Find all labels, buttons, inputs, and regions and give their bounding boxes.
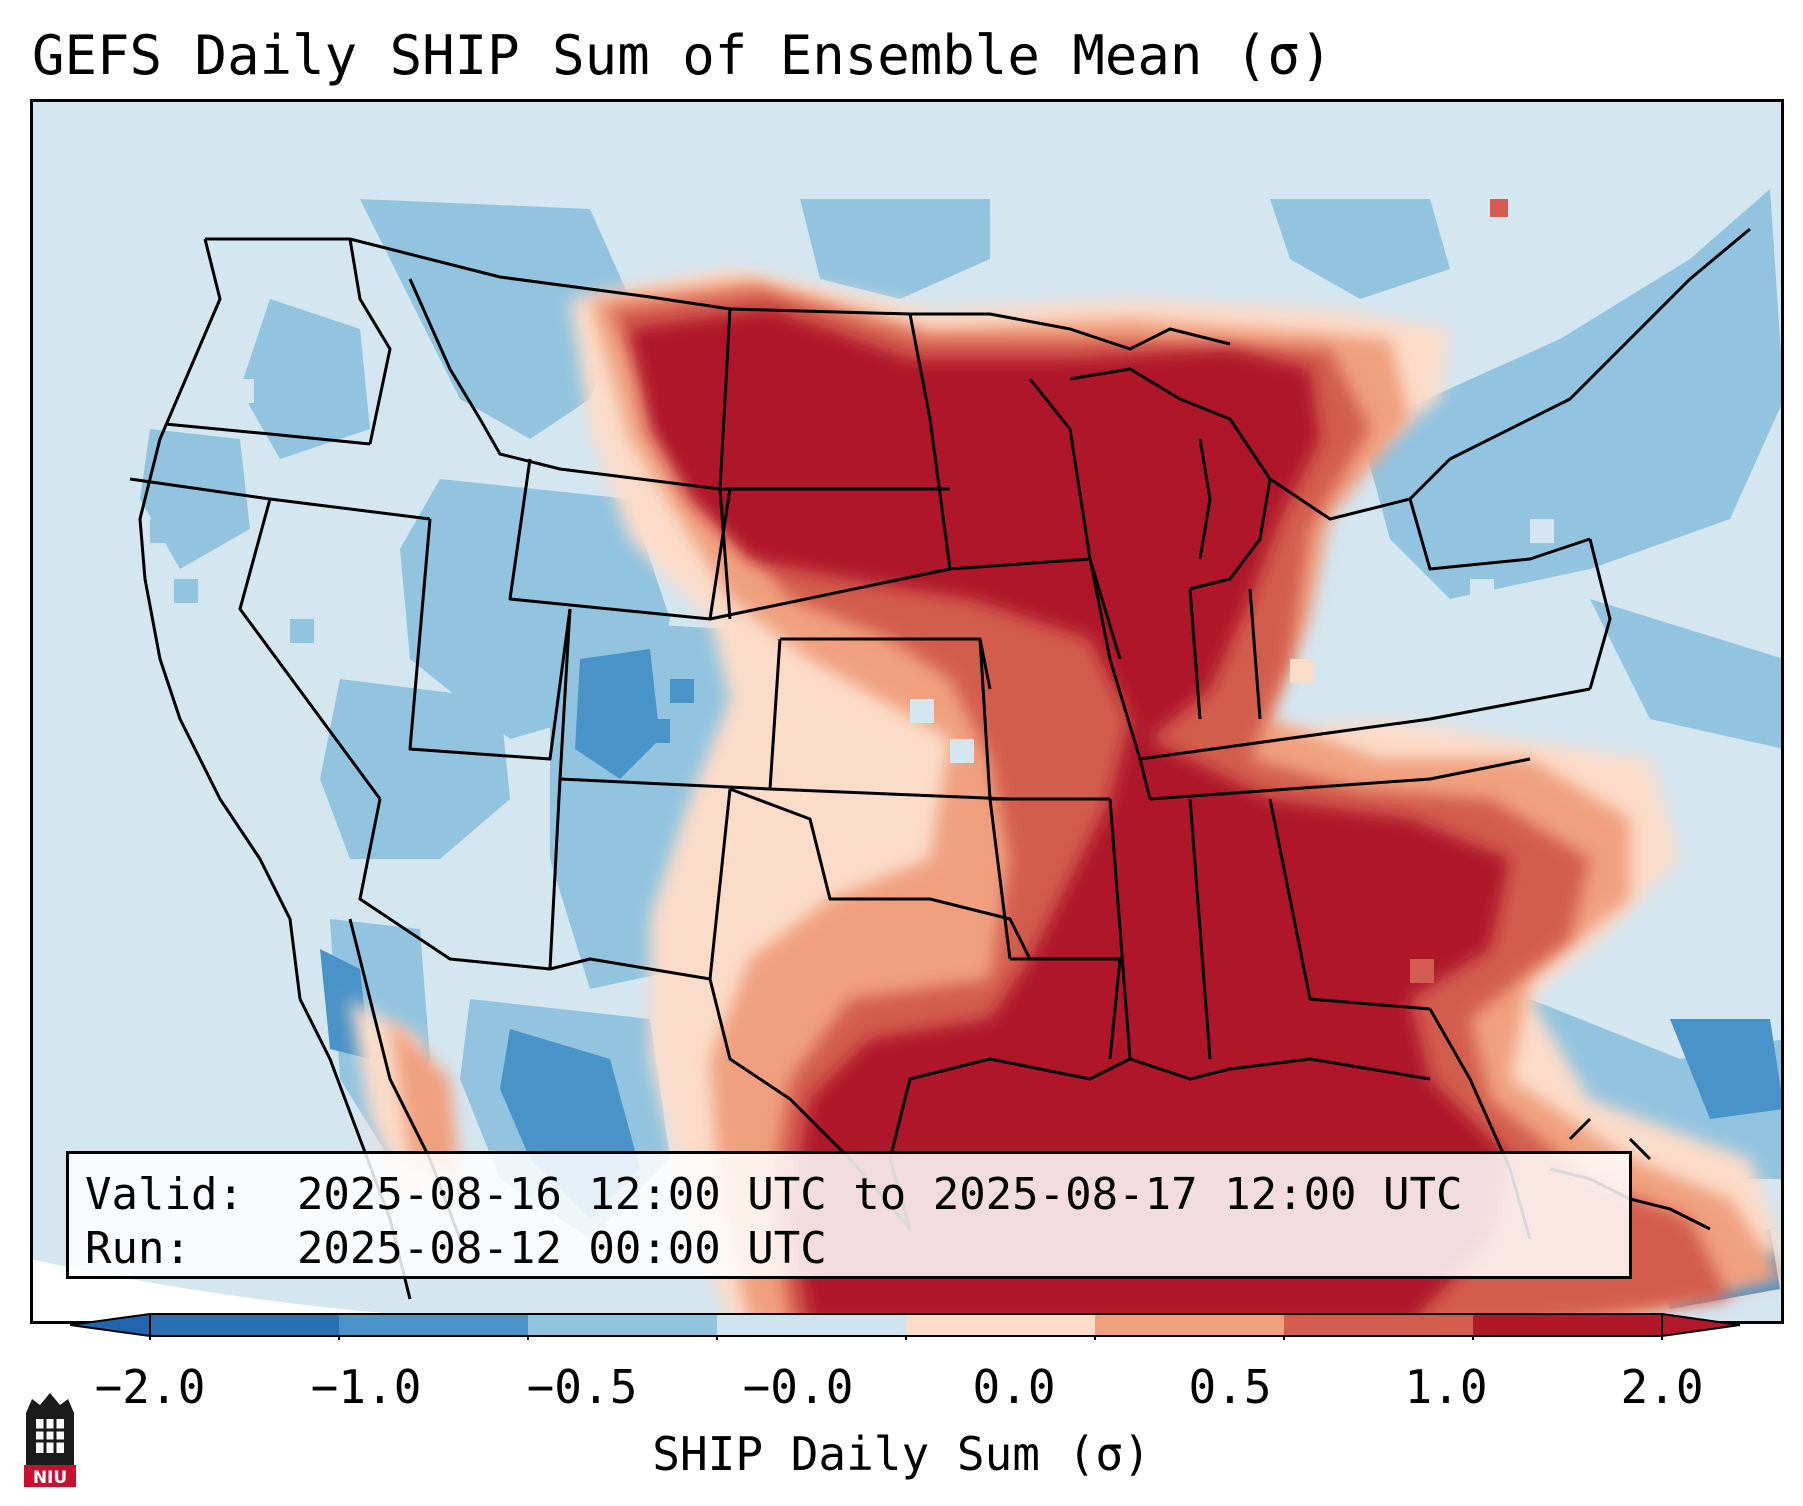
colorbar-bin <box>150 1314 340 1336</box>
state-borders <box>129 227 1751 1300</box>
colorbar-tick-label: 0.0 <box>972 1360 1056 1414</box>
colorbar-bin <box>528 1314 718 1336</box>
run-label: Run: <box>85 1223 191 1274</box>
colorbar-bin <box>717 1314 907 1336</box>
colorbar-tick-label: −0.5 <box>526 1360 638 1414</box>
logo-banner <box>24 1465 76 1487</box>
logo-window <box>36 1419 64 1453</box>
map-title: GEFS Daily SHIP Sum of Ensemble Mean (σ) <box>32 24 1333 87</box>
colorbar-bin <box>906 1314 1096 1336</box>
colorbar-tick-label: 2.0 <box>1620 1360 1704 1414</box>
colorbar-extend-low <box>70 1312 151 1338</box>
colorbar <box>70 1312 1741 1340</box>
valid-value: 2025-08-16 12:00 UTC to 2025-08-17 12:00… <box>296 1169 1463 1220</box>
valid-label: Valid: <box>85 1169 244 1220</box>
colorbar-tick-label: −0.0 <box>742 1360 854 1414</box>
colorbar-bin <box>1095 1314 1285 1336</box>
info-box: Valid: 2025-08-16 12:00 UTC to 2025-08-1… <box>66 1151 1632 1279</box>
colorbar-tick-label: 0.5 <box>1188 1360 1272 1414</box>
run-row: Run: 2025-08-12 00:00 UTC <box>85 1222 1629 1276</box>
ship-map <box>30 99 1784 1324</box>
grid-cells <box>150 199 1554 983</box>
very-high-positive-regions <box>630 309 1510 1324</box>
colorbar-extend-high <box>1661 1312 1741 1338</box>
colorbar-bin <box>339 1314 529 1336</box>
colorbar-tick-label: 1.0 <box>1404 1360 1488 1414</box>
run-value: 2025-08-12 00:00 UTC <box>296 1223 827 1274</box>
colorbar-label: SHIP Daily Sum (σ) <box>652 1427 1151 1481</box>
colorbar-tick-label: −1.0 <box>310 1360 422 1414</box>
niu-logo: NIU <box>24 1393 76 1488</box>
logo-text: NIU <box>33 1468 67 1488</box>
valid-row: Valid: 2025-08-16 12:00 UTC to 2025-08-1… <box>85 1168 1629 1222</box>
projection-edge <box>30 1259 630 1324</box>
colorbar-bin <box>1473 1314 1663 1336</box>
colorbar-bin <box>1284 1314 1474 1336</box>
colorbar-tick-label: −2.0 <box>94 1360 206 1414</box>
